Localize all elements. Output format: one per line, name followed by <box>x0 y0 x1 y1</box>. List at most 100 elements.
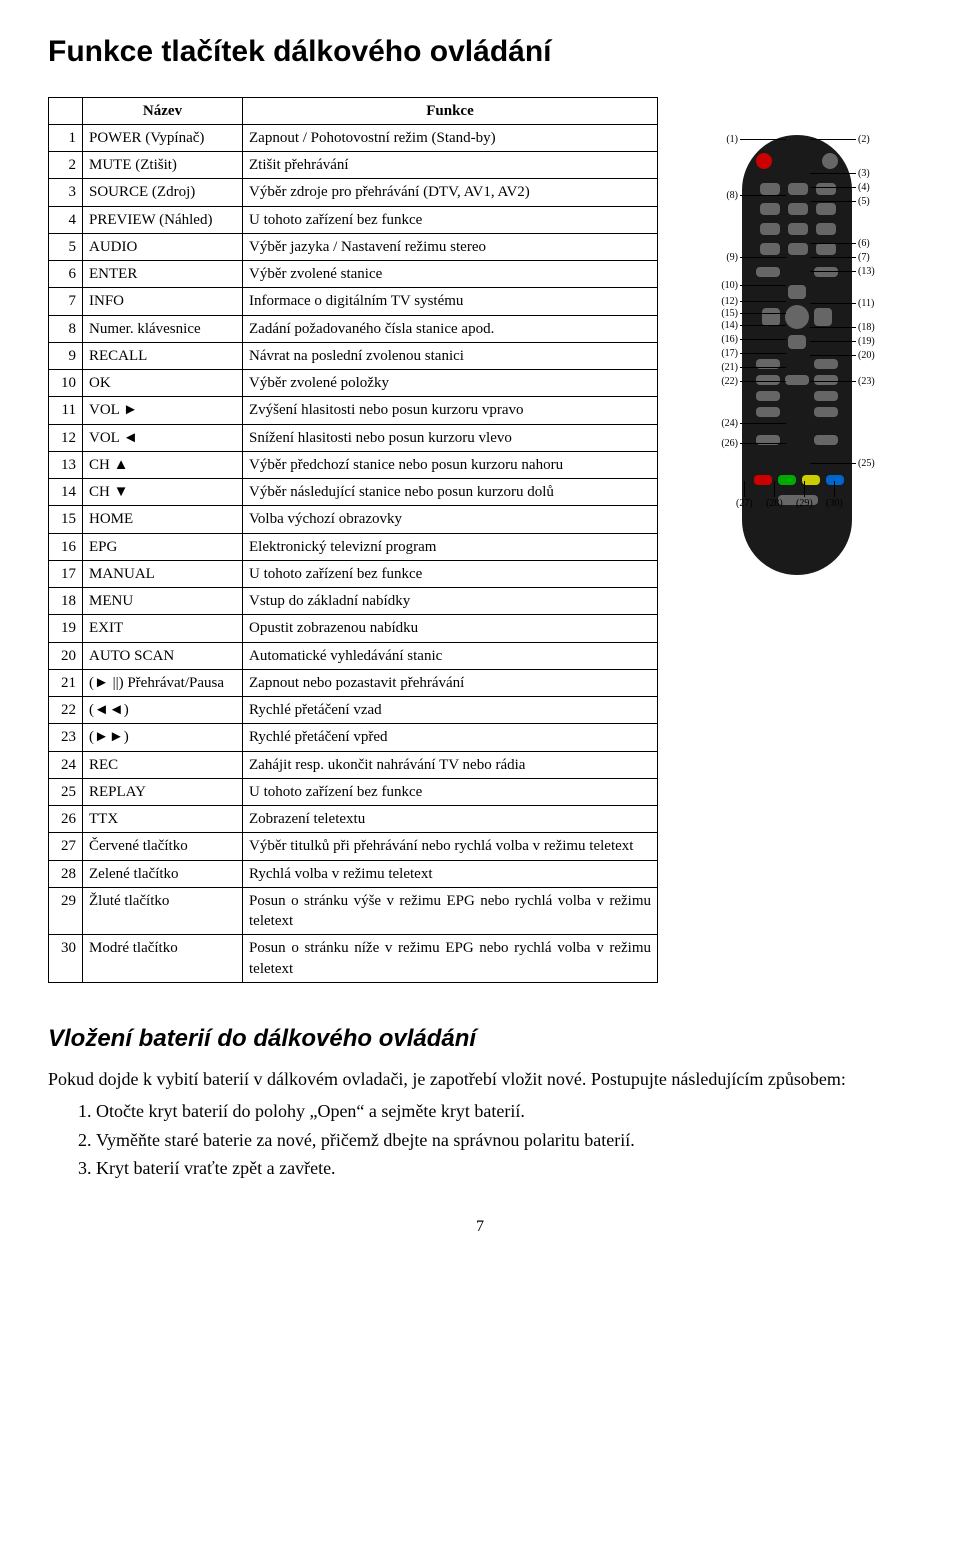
remote-epg-button <box>756 375 780 385</box>
row-func: Elektronický televizní program <box>243 533 658 560</box>
remote-callout: (13) <box>858 265 875 279</box>
table-row: 23(►►)Rychlé přetáčení vpřed <box>49 724 658 751</box>
row-func: Ztišit přehrávání <box>243 152 658 179</box>
remote-rew-button <box>756 407 780 417</box>
row-func: Zahájit resp. ukončit nahrávání TV nebo … <box>243 751 658 778</box>
table-row: 26TTXZobrazení teletextu <box>49 806 658 833</box>
remote-numkey <box>760 183 780 195</box>
remote-callout-bottom: (28) <box>766 497 783 511</box>
row-number: 16 <box>49 533 83 560</box>
remote-info-button <box>814 267 838 277</box>
table-row: 17MANUALU tohoto zařízení bez funkce <box>49 560 658 587</box>
row-name: VOL ◄ <box>83 424 243 451</box>
table-row: 30Modré tlačítkoPosun o stránku níže v r… <box>49 935 658 983</box>
buttons-table: Název Funkce 1POWER (Vypínač)Zapnout / P… <box>48 97 658 983</box>
row-number: 23 <box>49 724 83 751</box>
row-number: 3 <box>49 179 83 206</box>
row-number: 20 <box>49 642 83 669</box>
row-name: MUTE (Ztišit) <box>83 152 243 179</box>
row-func: Výběr předchozí stanice nebo posun kurzo… <box>243 451 658 478</box>
row-number: 13 <box>49 451 83 478</box>
remote-ttx-button <box>814 435 838 445</box>
row-func: Informace o digitálním TV systému <box>243 288 658 315</box>
table-row: 24RECZahájit resp. ukončit nahrávání TV … <box>49 751 658 778</box>
row-func: Výběr zdroje pro přehrávání (DTV, AV1, A… <box>243 179 658 206</box>
table-row: 28Zelené tlačítkoRychlá volba v režimu t… <box>49 860 658 887</box>
row-name: REPLAY <box>83 778 243 805</box>
remote-red-button <box>754 475 772 485</box>
remote-callout: (23) <box>858 375 875 389</box>
remote-callout: (9) <box>726 251 738 265</box>
row-func: U tohoto zařízení bez funkce <box>243 206 658 233</box>
row-name: CH ▲ <box>83 451 243 478</box>
remote-callout: (18) <box>858 321 875 335</box>
remote-manual-button <box>785 375 809 385</box>
remote-play-button <box>756 391 780 401</box>
table-row: 11VOL ►Zvýšení hlasitosti nebo posun kur… <box>49 397 658 424</box>
main-layout: Název Funkce 1POWER (Vypínač)Zapnout / P… <box>48 97 912 983</box>
remote-numkey <box>788 203 808 215</box>
remote-callout: (19) <box>858 335 875 349</box>
row-name: Červené tlačítko <box>83 833 243 860</box>
row-func: Automatické vyhledávání stanic <box>243 642 658 669</box>
table-row: 25REPLAYU tohoto zařízení bez funkce <box>49 778 658 805</box>
row-number: 12 <box>49 424 83 451</box>
header-func: Funkce <box>243 97 658 124</box>
table-row: 15HOMEVolba výchozí obrazovky <box>49 506 658 533</box>
remote-autoscan-button <box>814 391 838 401</box>
header-name: Název <box>83 97 243 124</box>
row-func: Rychlá volba v režimu teletext <box>243 860 658 887</box>
row-number: 14 <box>49 479 83 506</box>
table-row: 10OKVýběr zvolené položky <box>49 370 658 397</box>
row-name: HOME <box>83 506 243 533</box>
step-item: Vyměňte staré baterie za nové, přičemž d… <box>96 1128 912 1152</box>
table-row: 2MUTE (Ztišit)Ztišit přehrávání <box>49 152 658 179</box>
table-row: 21(► ||) Přehrávat/PausaZapnout nebo poz… <box>49 669 658 696</box>
section2-steps: Otočte kryt baterií do polohy „Open“ a s… <box>48 1099 912 1180</box>
remote-numkey <box>788 223 808 235</box>
row-number: 27 <box>49 833 83 860</box>
row-func: Vstup do základní nabídky <box>243 588 658 615</box>
table-row: 14CH ▼Výběr následující stanice nebo pos… <box>49 479 658 506</box>
row-func: Posun o stránku výše v režimu EPG nebo r… <box>243 887 658 935</box>
remote-callout: (25) <box>858 457 875 471</box>
remote-vol-left-button <box>762 308 780 326</box>
table-row: 4PREVIEW (Náhled)U tohoto zařízení bez f… <box>49 206 658 233</box>
table-row: 5AUDIOVýběr jazyka / Nastavení režimu st… <box>49 233 658 260</box>
step-item: Kryt baterií vraťte zpět a zavřete. <box>96 1156 912 1180</box>
row-func: Zvýšení hlasitosti nebo posun kurzoru vp… <box>243 397 658 424</box>
remote-callout: (7) <box>858 251 870 265</box>
remote-callout: (6) <box>858 237 870 251</box>
row-number: 9 <box>49 342 83 369</box>
table-row: 20AUTO SCANAutomatické vyhledávání stani… <box>49 642 658 669</box>
remote-green-button <box>778 475 796 485</box>
remote-numkey <box>760 203 780 215</box>
row-func: Posun o stránku níže v režimu EPG nebo r… <box>243 935 658 983</box>
row-name: AUDIO <box>83 233 243 260</box>
row-name: MENU <box>83 588 243 615</box>
header-blank <box>49 97 83 124</box>
row-name: INFO <box>83 288 243 315</box>
row-func: Opustit zobrazenou nabídku <box>243 615 658 642</box>
row-name: ENTER <box>83 261 243 288</box>
remote-numkey <box>788 243 808 255</box>
remote-callout: (16) <box>721 333 738 347</box>
remote-ch-up-button <box>788 285 806 299</box>
table-row: 1POWER (Vypínač)Zapnout / Pohotovostní r… <box>49 124 658 151</box>
row-number: 29 <box>49 887 83 935</box>
remote-numkey <box>816 183 836 195</box>
remote-numkey <box>816 203 836 215</box>
remote-numkey <box>760 243 780 255</box>
row-number: 10 <box>49 370 83 397</box>
row-number: 7 <box>49 288 83 315</box>
remote-vol-right-button <box>814 308 832 326</box>
table-row: 16EPGElektronický televizní program <box>49 533 658 560</box>
remote-callout-bottom: (27) <box>736 497 753 511</box>
remote-callout-bottom: (30) <box>826 497 843 511</box>
remote-ff-button <box>814 407 838 417</box>
row-func: Zapnout / Pohotovostní režim (Stand-by) <box>243 124 658 151</box>
row-name: MANUAL <box>83 560 243 587</box>
row-name: CH ▼ <box>83 479 243 506</box>
row-name: (►►) <box>83 724 243 751</box>
row-name: EPG <box>83 533 243 560</box>
